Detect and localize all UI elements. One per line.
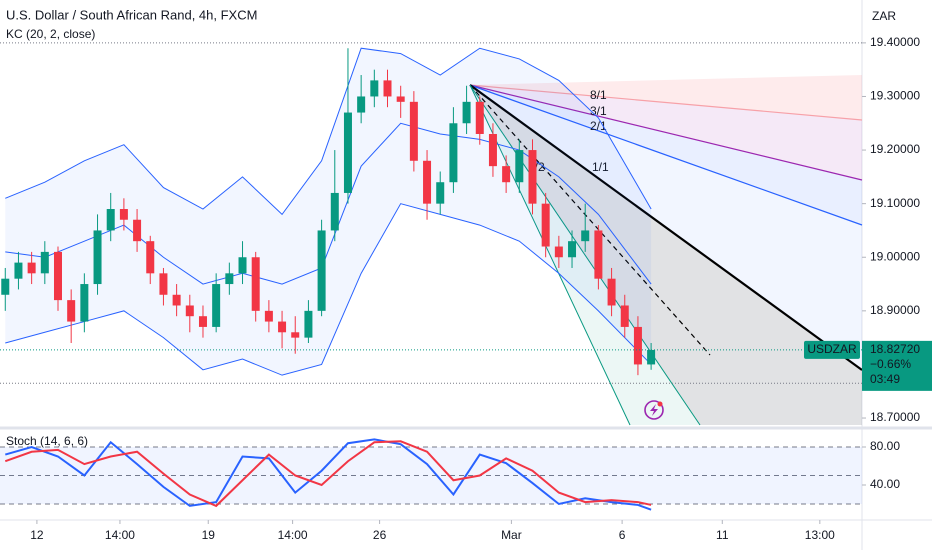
candle-body xyxy=(251,257,260,311)
alert-icon[interactable] xyxy=(644,400,664,420)
candle-body xyxy=(436,182,445,204)
x-tick-label: 11 xyxy=(716,528,729,542)
candle-body xyxy=(291,332,300,338)
candle-body xyxy=(159,273,168,295)
fan-zone xyxy=(470,85,862,425)
price-tag xyxy=(862,340,932,391)
candle-body xyxy=(409,101,418,161)
candle-body xyxy=(119,209,128,220)
fan-label: 3/1 xyxy=(590,104,607,118)
y-tick-label: 19.40000 xyxy=(870,35,920,49)
candle-body xyxy=(607,278,616,306)
fan-line xyxy=(469,84,863,181)
y-tick-label: 18.90000 xyxy=(870,303,920,317)
candle-body xyxy=(502,166,511,183)
fan-line xyxy=(469,84,711,356)
stoch-title: Stoch (14, 6, 6) xyxy=(6,434,88,448)
candle-body xyxy=(475,101,484,134)
currency-label: ZAR xyxy=(872,9,896,23)
countdown-label: 03:49 xyxy=(870,372,900,386)
candle-body xyxy=(633,326,642,365)
band-line xyxy=(5,47,652,216)
candle-body xyxy=(264,310,273,322)
x-tick-label: 26 xyxy=(373,528,387,542)
candle-body xyxy=(185,305,194,317)
x-tick-label: 6 xyxy=(619,528,626,542)
candle-body xyxy=(27,262,36,274)
fan-line xyxy=(469,84,863,371)
y-tick-label: 19.00000 xyxy=(870,249,920,263)
fan-label: 8/1 xyxy=(590,88,607,102)
price-label: 18.82720 xyxy=(870,342,920,356)
plot: 8/13/12/11/11/219.4000019.3000019.200001… xyxy=(0,35,932,542)
candle-body xyxy=(396,96,405,102)
candle-body xyxy=(317,230,326,311)
candle-body xyxy=(357,96,366,113)
x-tick-label: 12 xyxy=(30,528,44,542)
candle-body xyxy=(568,241,577,258)
candle-body xyxy=(40,251,49,274)
y-tick-label: 19.30000 xyxy=(870,89,920,103)
y-tick-label: 40.00 xyxy=(870,477,900,491)
candle-body xyxy=(93,230,102,285)
fan-zone xyxy=(470,75,862,120)
indicator-label: KC (20, 2, close) xyxy=(6,27,95,41)
fan-label: 2/1 xyxy=(590,119,607,133)
x-tick-label: 19 xyxy=(202,528,216,542)
fan-line xyxy=(469,84,701,426)
candle-body xyxy=(278,321,287,333)
candle-body xyxy=(80,284,89,322)
fan-line xyxy=(469,84,863,121)
change-label: −0.66% xyxy=(870,357,911,371)
candle-body xyxy=(146,241,155,274)
candle-body xyxy=(515,150,524,183)
candle-body xyxy=(488,133,497,167)
candle-body xyxy=(304,310,313,338)
symbol-tag xyxy=(804,340,860,359)
y-tick-label: 19.10000 xyxy=(870,196,920,210)
candle-body xyxy=(370,80,379,97)
candle-body xyxy=(594,230,603,279)
candle-body xyxy=(212,284,221,327)
candle-body xyxy=(449,123,458,183)
x-tick-label: 13:00 xyxy=(805,528,835,542)
candle-body xyxy=(620,305,629,327)
fan-label: 1/1 xyxy=(592,160,609,174)
candle-body xyxy=(581,230,590,242)
symbol-label: USDZAR xyxy=(807,342,857,356)
band-line xyxy=(5,203,652,376)
candle-body xyxy=(106,209,115,231)
candle-body xyxy=(67,300,76,322)
candle-body xyxy=(133,219,142,242)
x-tick-label: Mar xyxy=(501,528,522,542)
y-tick-label: 18.70000 xyxy=(870,410,920,424)
candle-body xyxy=(423,160,432,204)
candle-body xyxy=(528,150,537,204)
candle-body xyxy=(554,246,563,258)
candle-body xyxy=(225,273,234,285)
y-tick-label: 19.20000 xyxy=(870,142,920,156)
candle-body xyxy=(198,316,207,327)
candle-body xyxy=(172,294,181,306)
candle-body xyxy=(1,278,10,295)
chart-title: U.S. Dollar / South African Rand, 4h, FX… xyxy=(6,7,257,22)
y-tick-label: 80.00 xyxy=(870,439,900,453)
stoch-line xyxy=(4,440,652,508)
x-tick-label: 14:00 xyxy=(278,528,308,542)
candle-body xyxy=(383,80,392,97)
candle-body xyxy=(330,192,339,231)
candle-body xyxy=(14,262,23,279)
candle-body xyxy=(541,203,550,247)
candle-body xyxy=(647,349,656,365)
candle-body xyxy=(53,251,62,301)
stoch-line xyxy=(4,438,652,511)
x-tick-label: 14:00 xyxy=(105,528,135,542)
candle-body xyxy=(462,101,471,124)
fan-line xyxy=(469,84,863,226)
candle-body xyxy=(238,257,247,274)
candle-body xyxy=(343,112,352,193)
